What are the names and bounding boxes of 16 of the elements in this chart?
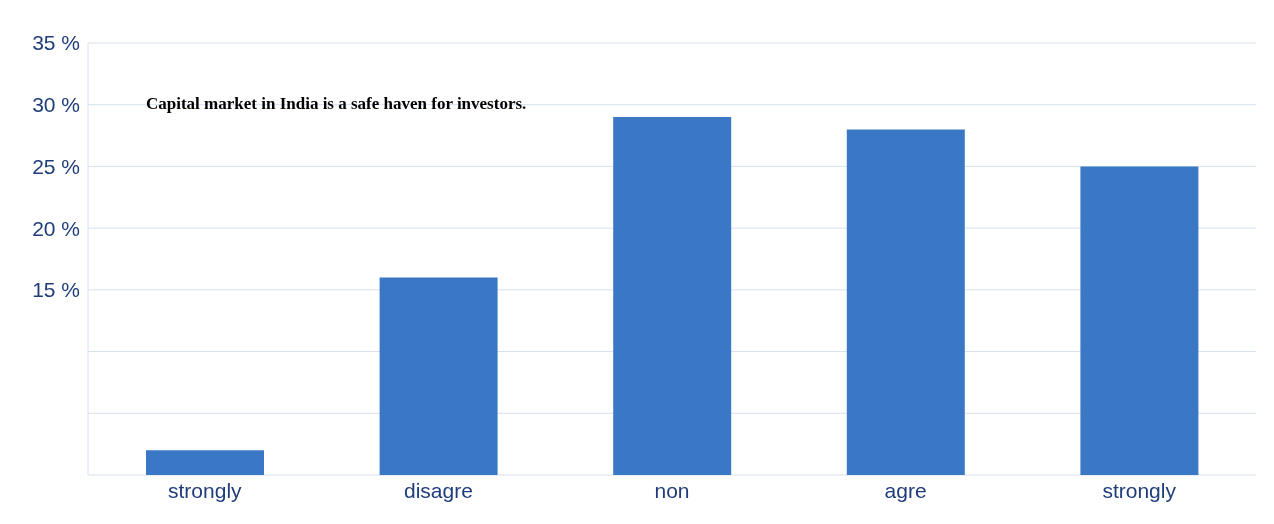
x-tick-label: agre bbox=[884, 478, 927, 502]
y-tick-label: 25 % bbox=[32, 154, 80, 178]
text: Capital market in India is a safe haven for investors. bbox=[146, 94, 527, 114]
bar bbox=[613, 117, 732, 475]
x-tick-label: disagre bbox=[403, 478, 473, 502]
y-tick-label: 20 % bbox=[32, 216, 80, 240]
y-tick-label: 30 % bbox=[32, 93, 80, 117]
bar bbox=[1080, 166, 1199, 475]
y-tick-label: 35 % bbox=[32, 31, 80, 55]
bar bbox=[146, 450, 264, 475]
bar bbox=[846, 129, 965, 475]
x-tick-label: strongly bbox=[1102, 478, 1177, 502]
x-tick-label: strongly bbox=[168, 478, 243, 502]
y-tick-label: 15 % bbox=[32, 278, 80, 302]
x-tick-label: non bbox=[654, 478, 690, 502]
bar bbox=[379, 277, 498, 475]
